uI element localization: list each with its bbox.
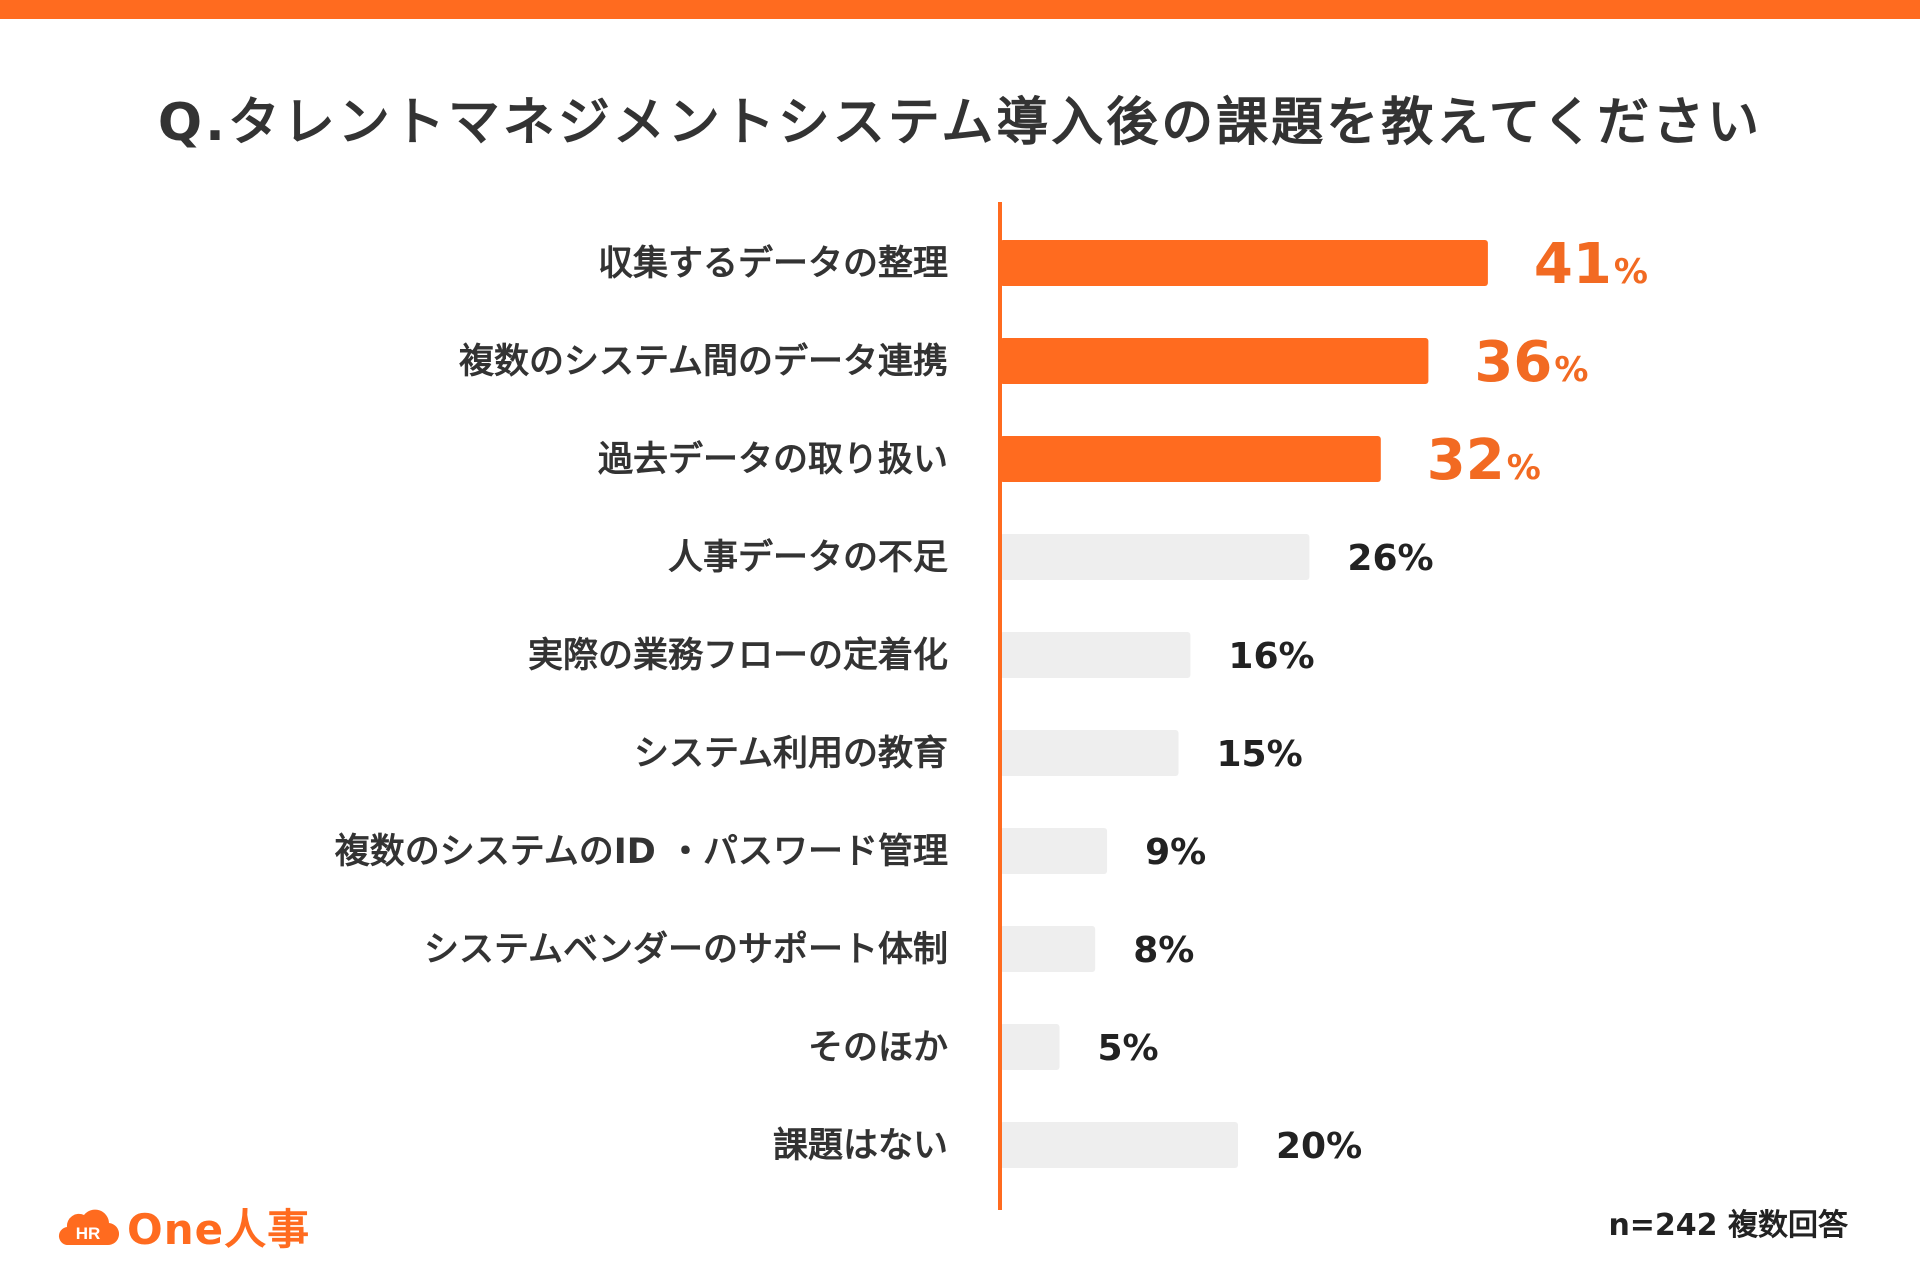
bar-1 xyxy=(1000,240,1488,286)
category-label-1: 収集するデータの整理 xyxy=(598,243,948,284)
chart-title: Q.タレントマネジメントシステム導入後の課題を教えてください xyxy=(157,93,1763,153)
value-label-2: 36% xyxy=(1474,330,1588,395)
bar-9 xyxy=(1000,1024,1060,1070)
hr-cloud-icon: HR xyxy=(59,1209,119,1245)
bar-7 xyxy=(1000,828,1108,874)
value-label-3: 32% xyxy=(1427,428,1541,493)
value-label-8: 8% xyxy=(1133,930,1194,971)
sample-size-note: n=242 複数回答 xyxy=(1608,1208,1848,1243)
category-label-7: 複数のシステムのID ・パスワード管理 xyxy=(335,832,948,872)
category-label-5: 実際の業務フローの定着化 xyxy=(528,636,948,676)
category-label-8: システムベンダーのサポート体制 xyxy=(424,929,948,970)
value-label-7: 9% xyxy=(1145,832,1206,873)
bar-5 xyxy=(1000,632,1191,678)
svg-text:HR: HR xyxy=(76,1224,101,1243)
bar-8 xyxy=(1000,926,1096,972)
category-label-3: 過去データの取り扱い xyxy=(598,439,948,480)
category-label-6: システム利用の教育 xyxy=(634,734,948,774)
value-label-10: 20% xyxy=(1276,1126,1362,1167)
category-label-10: 課題はない xyxy=(773,1126,948,1166)
bar-2 xyxy=(1000,338,1429,384)
value-label-1: 41% xyxy=(1534,232,1648,297)
value-label-9: 5% xyxy=(1098,1028,1159,1069)
value-label-5: 16% xyxy=(1228,636,1314,677)
bar-3 xyxy=(1000,436,1381,482)
category-label-2: 複数のシステム間のデータ連携 xyxy=(459,341,948,382)
value-label-4: 26% xyxy=(1347,538,1433,579)
one-jinji-logo: HR One人事 xyxy=(57,1196,310,1257)
bar-4 xyxy=(1000,534,1310,580)
bar-6 xyxy=(1000,730,1179,776)
value-label-6: 15% xyxy=(1217,734,1303,775)
category-label-4: 人事データの不足 xyxy=(668,537,948,578)
bar-10 xyxy=(1000,1122,1238,1168)
category-label-9: そのほか xyxy=(808,1028,948,1068)
top-accent-bar xyxy=(0,0,1920,19)
logo-text: One人事 xyxy=(127,1205,311,1254)
